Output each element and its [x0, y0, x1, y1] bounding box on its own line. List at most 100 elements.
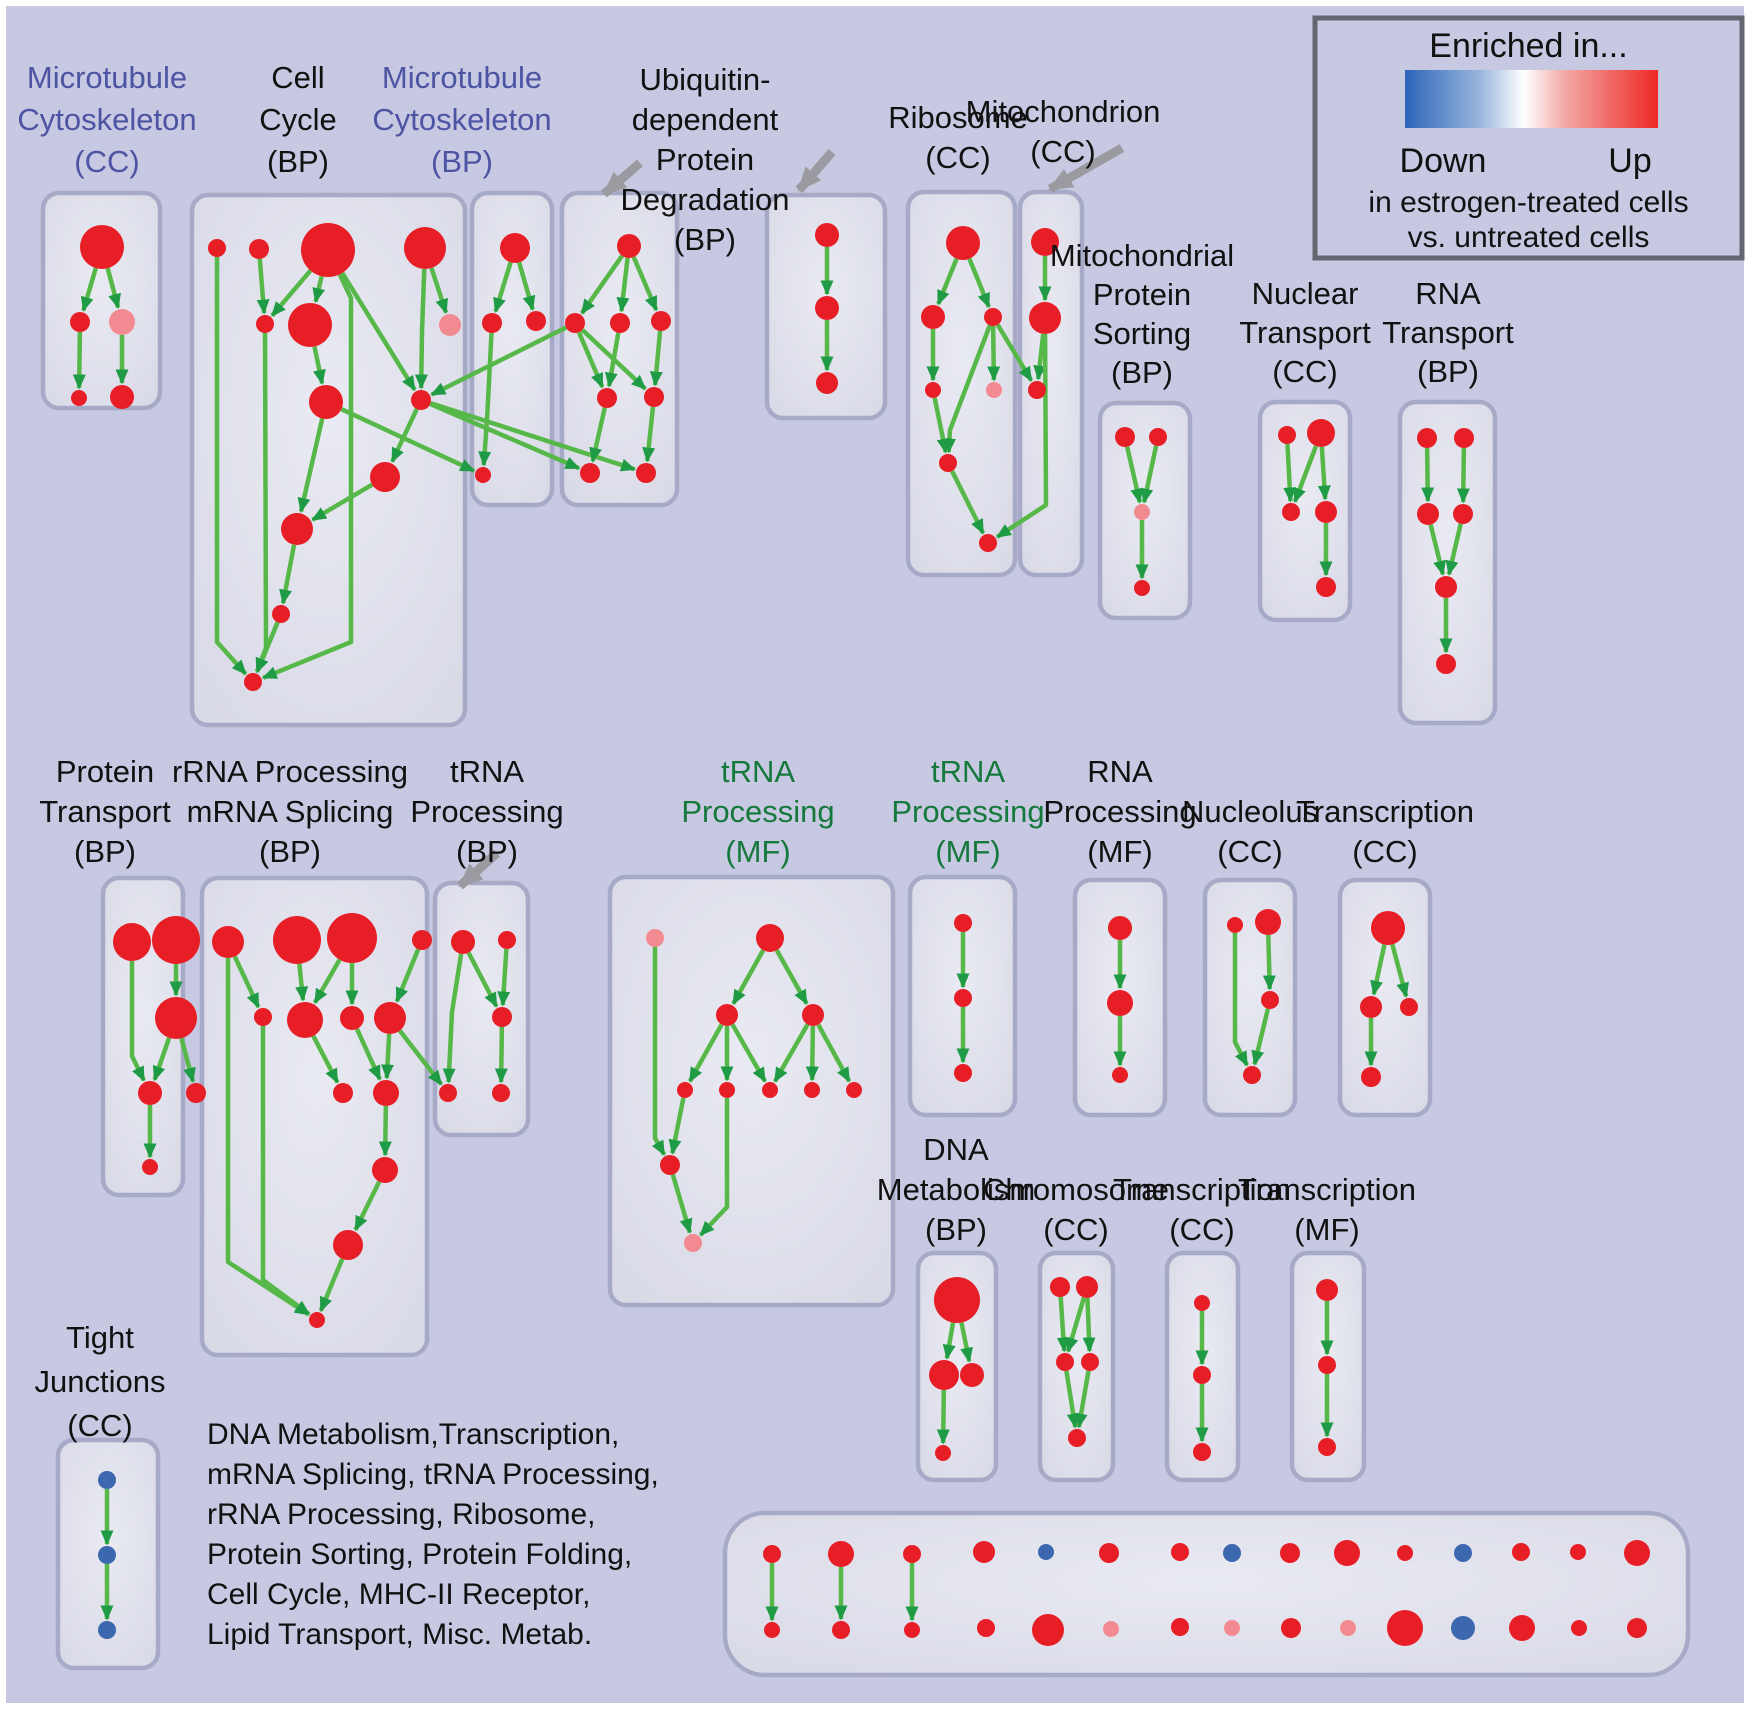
go-term-node: [816, 372, 838, 394]
go-term-node: [498, 931, 516, 949]
go-term-node: [186, 1083, 206, 1103]
go-term-node: [309, 1312, 325, 1328]
cluster-label-tight-junctions-cc: (CC): [67, 1408, 132, 1443]
go-term-node: [404, 227, 446, 269]
go-term-node: [1451, 1616, 1475, 1640]
go-term-node: [288, 303, 332, 347]
go-edge: [1082, 1297, 1096, 1353]
go-term-node: [763, 1545, 781, 1563]
cluster-label-rna-processing-mf: Processing: [1043, 794, 1196, 829]
go-term-node: [1509, 1615, 1535, 1641]
go-edge: [1428, 524, 1446, 576]
go-edge: [967, 257, 991, 309]
go-term-node: [921, 305, 945, 329]
go-term-node: [580, 463, 600, 483]
go-term-node: [832, 1621, 850, 1639]
cluster-label-mitochondrial-protein-sorting-bp: Mitochondrial: [1050, 238, 1234, 273]
go-term-node: [935, 1445, 951, 1461]
go-term-node: [1107, 990, 1133, 1016]
go-term-node: [610, 313, 630, 333]
go-term-node: [1318, 1438, 1336, 1456]
go-term-node: [1032, 1614, 1064, 1646]
go-term-node: [1397, 1545, 1413, 1561]
go-edge: [311, 1034, 340, 1084]
go-term-node: [113, 923, 151, 961]
go-edge: [1125, 446, 1144, 504]
go-edge: [687, 1023, 724, 1083]
go-term-node: [1028, 381, 1046, 399]
go-term-node: [492, 1007, 512, 1027]
cluster-label-mitochondrial-protein-sorting-bp: Sorting: [1093, 316, 1191, 351]
go-term-node: [1112, 1067, 1128, 1083]
go-term-node: [764, 1622, 780, 1638]
cluster-labels: Microtubule Cytoskeleton (CC) Cell Cycle (BP)…: [17, 60, 1514, 1443]
go-term-node: [1115, 427, 1135, 447]
legend-down-label: Down: [1400, 142, 1487, 180]
cluster-label-microtubule-cytoskeleton-bp: Cytoskeleton: [372, 102, 551, 137]
cluster-label-ubiquitin-degradation-bp-1: Degradation: [621, 182, 790, 217]
go-edge: [936, 1389, 950, 1445]
cluster-label-dna-metabolism-bp: (BP): [925, 1212, 987, 1247]
go-term-node: [939, 454, 957, 472]
go-term-node: [828, 1541, 854, 1567]
go-edge: [312, 958, 342, 1004]
go-term-node: [644, 387, 664, 407]
go-term-node: [98, 1546, 116, 1564]
go-term-node: [903, 1545, 921, 1563]
go-term-node: [301, 223, 355, 277]
go-edge: [1262, 934, 1276, 991]
go-edge: [1056, 1296, 1070, 1353]
go-term-node: [973, 1541, 995, 1563]
go-edge: [1445, 523, 1463, 576]
cluster-label-dna-metabolism-bp: DNA: [923, 1132, 989, 1167]
go-term-node: [1076, 1276, 1098, 1298]
cluster-label-chromosome-cc: (CC): [1043, 1212, 1108, 1247]
cluster-box-transcription-cc-upper: [1337, 877, 1433, 1118]
go-edge: [1292, 445, 1319, 504]
go-edge: [312, 275, 326, 304]
go-edge: [1283, 443, 1297, 503]
go-term-node: [986, 382, 1002, 398]
go-term-node: [597, 388, 617, 408]
go-term-node: [412, 930, 432, 950]
go-edge: [256, 258, 270, 315]
go-term-node: [1099, 1543, 1119, 1563]
go-term-node: [281, 513, 313, 545]
go-edge: [260, 1026, 311, 1316]
go-term-node: [526, 311, 546, 331]
go-term-node: [1081, 1353, 1099, 1371]
legend-gradient-bar: [1405, 70, 1658, 128]
cluster-label-ubiquitin-degradation-bp-1: (BP): [674, 222, 736, 257]
go-term-node: [1282, 503, 1300, 521]
legend: Enriched in... Down Up in estrogen-treated …: [1312, 15, 1745, 261]
go-term-node: [1171, 1618, 1189, 1636]
go-edge: [494, 1026, 508, 1084]
go-edge: [774, 949, 809, 1005]
go-term-node: [1387, 1610, 1423, 1646]
go-term-node: [1108, 916, 1132, 940]
go-term-node: [660, 1155, 680, 1175]
go-term-node: [1417, 503, 1439, 525]
go-edge: [414, 268, 428, 390]
go-term-node: [1255, 909, 1281, 935]
cluster-label-trna-processing-mf-2: (MF): [935, 834, 1000, 869]
go-term-node: [1281, 1618, 1301, 1638]
go-term-node: [1224, 1620, 1240, 1636]
cluster-label-chromosome-cc: Chromosome: [983, 1172, 1169, 1207]
cluster-label-transcription-mf: (MF): [1294, 1212, 1359, 1247]
go-term-node: [756, 924, 784, 952]
go-term-node: [1360, 996, 1382, 1018]
go-edge: [1065, 1296, 1087, 1353]
go-term-node: [475, 467, 491, 483]
go-term-node: [617, 234, 641, 258]
go-term-node: [439, 1084, 457, 1102]
go-edge: [179, 1037, 196, 1083]
go-term-node: [1454, 1544, 1472, 1562]
cluster-label-microtubule-cytoskeleton-bp: (BP): [431, 144, 493, 179]
go-edge: [942, 1322, 956, 1360]
annotation-text-line: rRNA Processing, Ribosome,: [207, 1498, 595, 1531]
go-term-node: [1194, 1295, 1210, 1311]
go-term-node: [804, 1082, 820, 1098]
go-edge: [773, 1023, 810, 1083]
